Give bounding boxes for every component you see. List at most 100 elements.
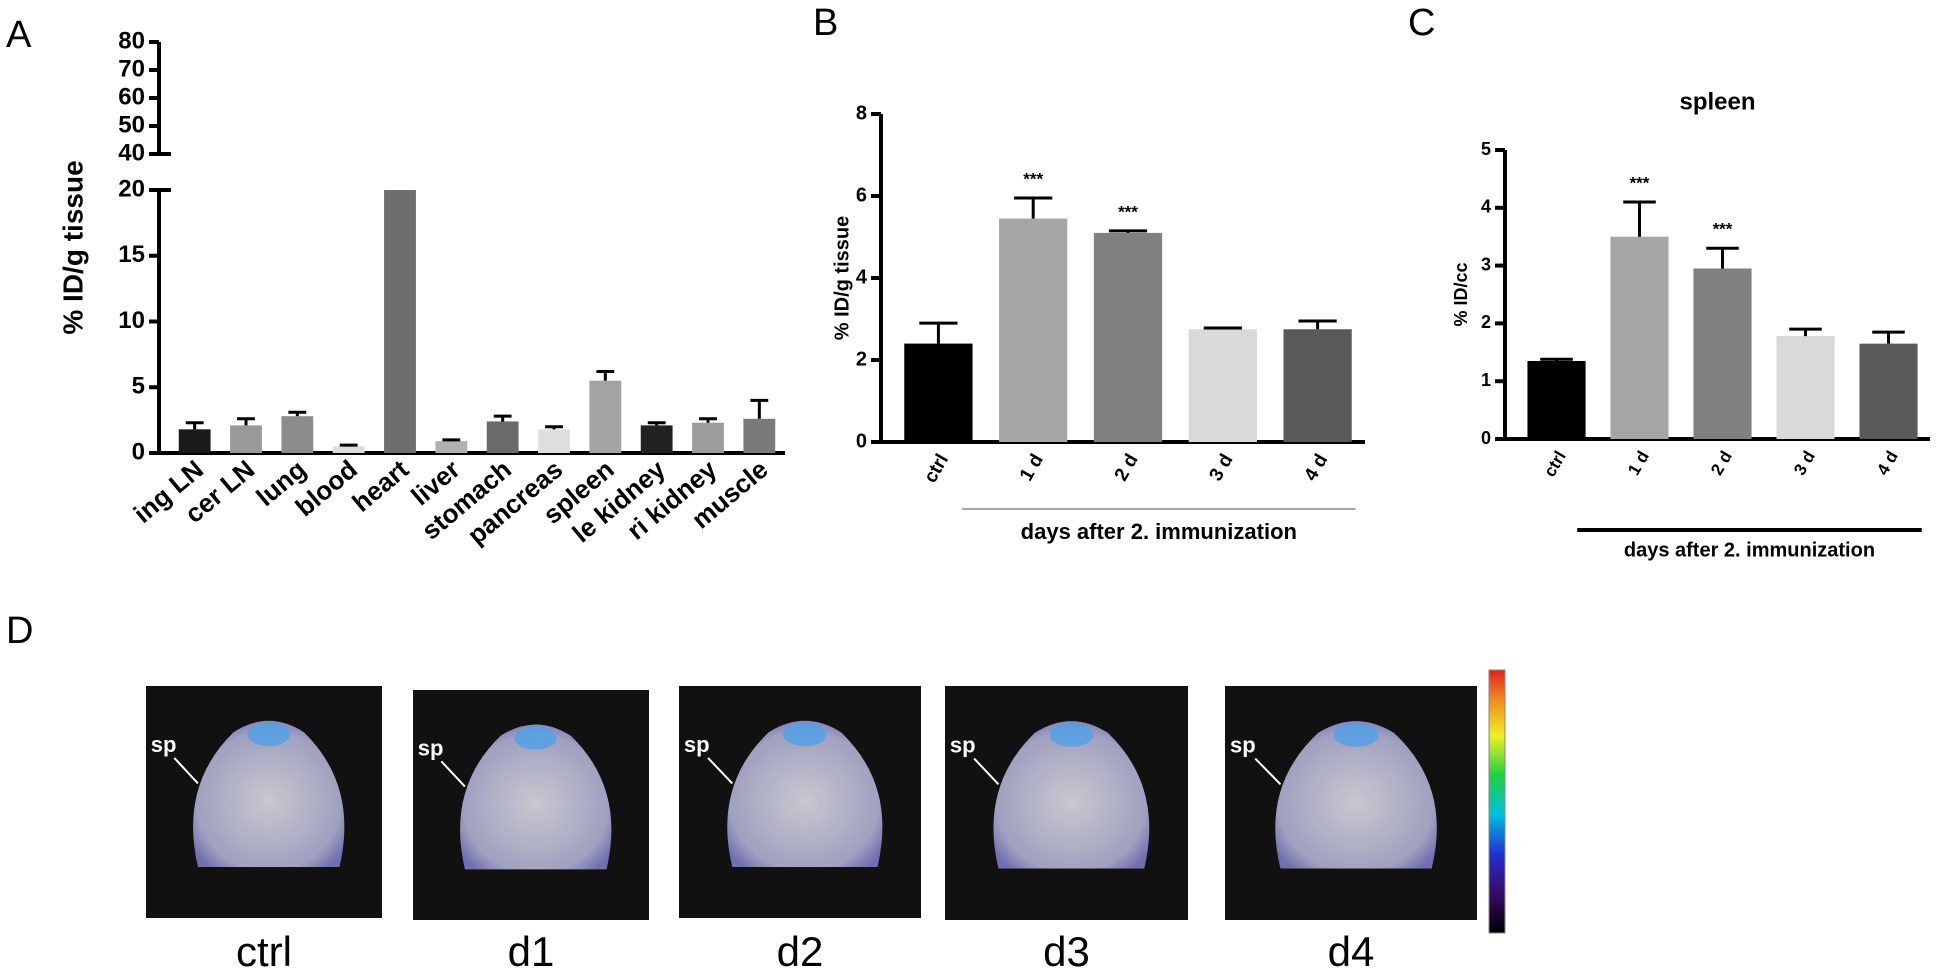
bar bbox=[1527, 360, 1586, 439]
y-tick-label: 8 bbox=[856, 102, 867, 124]
bar bbox=[230, 425, 262, 453]
error-bar bbox=[750, 398, 769, 419]
x-tick-label: 2 d bbox=[1707, 448, 1736, 479]
y-axis-label: % ID/g tissue bbox=[831, 216, 853, 340]
y-tick-label: 0 bbox=[132, 438, 145, 465]
y-tick-label: 2 bbox=[856, 348, 867, 370]
bar bbox=[640, 425, 673, 453]
bar bbox=[999, 218, 1068, 442]
y-tick-label: 6 bbox=[856, 184, 867, 206]
bar bbox=[332, 446, 365, 453]
x-axis-label: days after 2. immunization bbox=[1021, 519, 1297, 544]
error-bar bbox=[493, 414, 512, 422]
bar bbox=[1776, 336, 1835, 439]
image-label: d4 bbox=[1328, 928, 1375, 974]
y-tick-label: 50 bbox=[118, 111, 145, 138]
mri-image: sp d2 bbox=[679, 686, 921, 974]
bar bbox=[1610, 236, 1669, 439]
body-section bbox=[193, 720, 345, 867]
x-tick-label: heart bbox=[346, 454, 414, 518]
x-tick-label: 1 d bbox=[1624, 448, 1653, 479]
x-tick-label: 3 d bbox=[1206, 451, 1238, 485]
bar bbox=[1188, 329, 1257, 442]
x-tick-label: ctrl bbox=[1540, 448, 1570, 480]
y-axis-label: % ID/g tissue bbox=[57, 160, 88, 334]
x-tick-label: 1 d bbox=[1016, 451, 1048, 485]
bar bbox=[281, 416, 314, 453]
x-tick-label: 4 d bbox=[1873, 448, 1902, 479]
bar bbox=[1859, 343, 1918, 439]
bar bbox=[1093, 232, 1163, 442]
y-tick-label: 3 bbox=[1481, 254, 1491, 274]
y-tick-label: 4 bbox=[1481, 197, 1491, 217]
bar bbox=[486, 421, 519, 453]
error-bar bbox=[647, 421, 666, 426]
error-bar bbox=[442, 438, 461, 442]
image-label: d2 bbox=[777, 928, 824, 974]
bar bbox=[178, 429, 211, 453]
uptake-spot bbox=[514, 726, 557, 750]
uptake-spot bbox=[1049, 723, 1094, 747]
y-tick-label: 10 bbox=[118, 307, 145, 334]
error-bar bbox=[1706, 246, 1739, 269]
error-bar bbox=[699, 417, 717, 423]
body-section bbox=[993, 721, 1150, 869]
bar bbox=[384, 190, 416, 453]
panel-label: D bbox=[6, 610, 33, 652]
panel-label: B bbox=[813, 2, 838, 44]
pointer bbox=[1254, 757, 1282, 785]
panel-label: A bbox=[6, 14, 32, 56]
error-bar bbox=[1108, 229, 1148, 233]
error-bar bbox=[1623, 200, 1656, 237]
x-tick-label: 3 d bbox=[1790, 448, 1819, 479]
x-tick-label: 2 d bbox=[1111, 451, 1143, 485]
error-bar bbox=[237, 417, 255, 426]
body-section bbox=[727, 720, 883, 867]
error-bar bbox=[1298, 319, 1337, 330]
marker-label: sp bbox=[950, 733, 976, 758]
image-label: d1 bbox=[508, 928, 555, 974]
error-bar bbox=[545, 425, 563, 430]
mri-image: sp d3 bbox=[945, 686, 1188, 974]
bar bbox=[743, 418, 776, 453]
bar bbox=[692, 422, 724, 453]
y-tick-label: 2 bbox=[1481, 312, 1491, 332]
color-bar bbox=[1488, 669, 1506, 934]
chart-title: spleen bbox=[1679, 88, 1755, 115]
uptake-spot bbox=[1333, 723, 1379, 747]
y-tick-label: 1 bbox=[1481, 370, 1491, 390]
y-tick-label: 80 bbox=[118, 27, 145, 54]
y-tick-label: 20 bbox=[118, 175, 145, 202]
y-tick-label: 5 bbox=[1481, 139, 1491, 159]
uptake-spot bbox=[783, 723, 827, 747]
bar bbox=[435, 441, 468, 453]
x-tick-label: ctrl bbox=[920, 451, 953, 487]
mri-image: sp d1 bbox=[413, 690, 649, 974]
y-tick-label: 40 bbox=[118, 139, 145, 166]
body-section bbox=[1275, 721, 1437, 869]
significance-label: *** bbox=[1713, 220, 1733, 239]
error-bar bbox=[919, 321, 958, 344]
error-bar bbox=[1540, 357, 1573, 361]
y-tick-label: 0 bbox=[1481, 428, 1491, 448]
error-bar bbox=[1203, 326, 1242, 330]
bar bbox=[1283, 329, 1352, 442]
y-tick-label: 5 bbox=[132, 373, 145, 400]
mri-image: sp d4 bbox=[1225, 686, 1477, 974]
bar bbox=[589, 380, 622, 453]
body-section bbox=[460, 724, 612, 870]
error-bar bbox=[596, 369, 615, 381]
marker-label: sp bbox=[1230, 733, 1256, 758]
error-bar bbox=[288, 410, 307, 417]
error-bar bbox=[1014, 196, 1053, 219]
x-tick-label: 4 d bbox=[1300, 451, 1332, 485]
panel-label: C bbox=[1408, 2, 1435, 44]
significance-label: *** bbox=[1023, 170, 1043, 189]
pointer bbox=[173, 757, 199, 785]
uptake-spot bbox=[247, 723, 290, 747]
error-bar bbox=[339, 443, 358, 447]
bar bbox=[904, 343, 973, 442]
y-tick-label: 60 bbox=[118, 83, 145, 110]
image-label: d3 bbox=[1043, 928, 1090, 974]
